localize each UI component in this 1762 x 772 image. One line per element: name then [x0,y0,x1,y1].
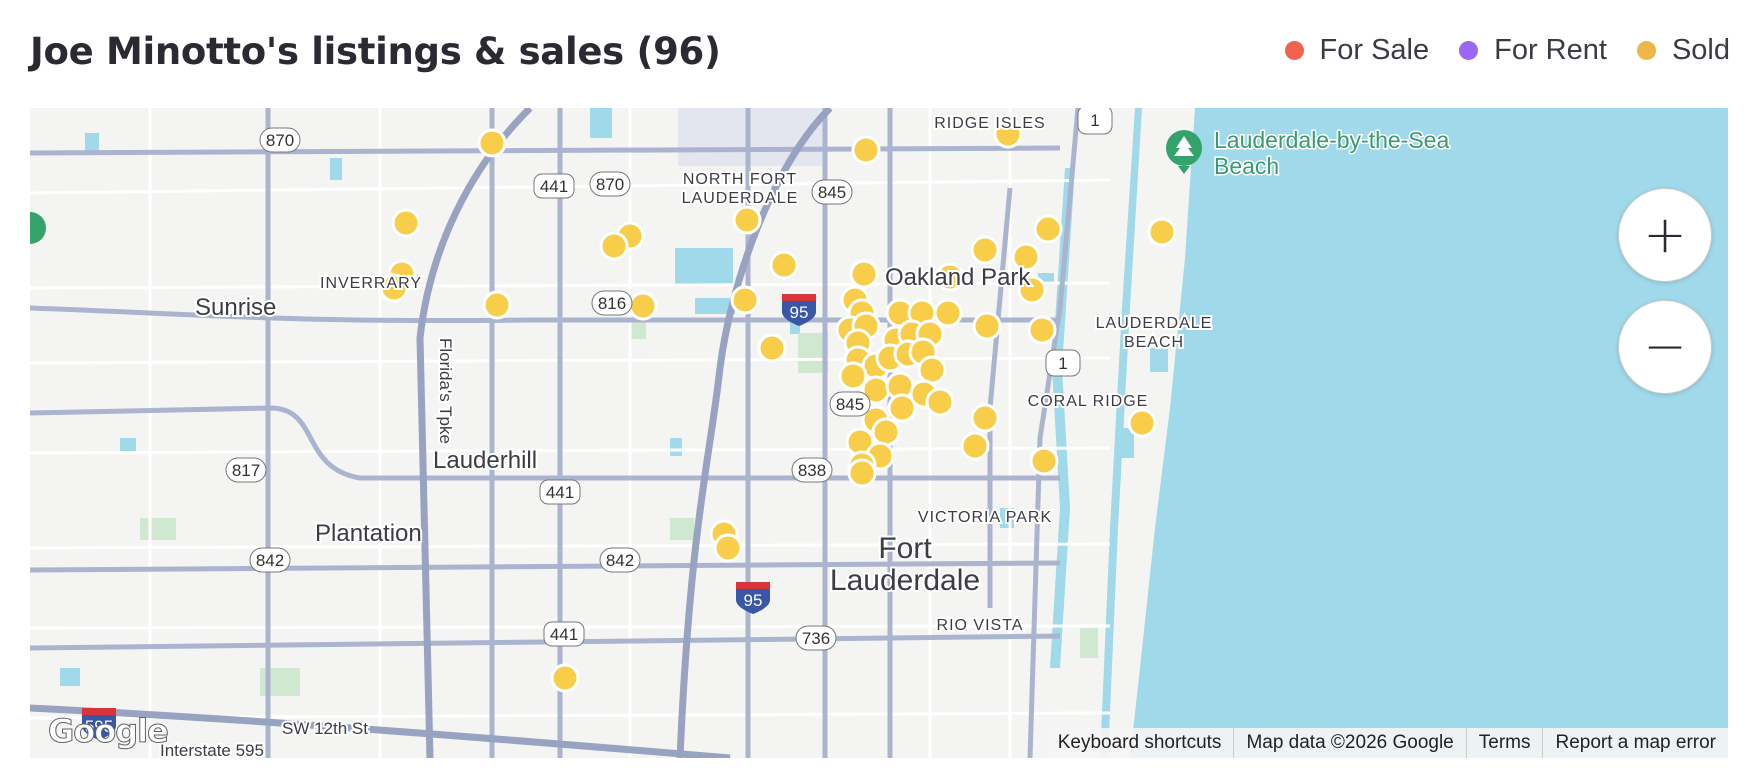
map-canvas[interactable]: 870 441 870 845 1 816 95 1 845 838 817 4… [30,108,1728,758]
svg-text:RIDGE ISLES: RIDGE ISLES [934,115,1045,132]
keyboard-shortcuts-link[interactable]: Keyboard shortcuts [1046,728,1235,758]
ocean [1130,108,1728,758]
legend-label: For Rent [1494,34,1607,66]
svg-text:842: 842 [606,551,634,570]
svg-text:1: 1 [1090,111,1099,130]
legend-label: For Sale [1319,34,1430,66]
report-error-link[interactable]: Report a map error [1555,732,1716,753]
svg-text:BEACH: BEACH [1124,334,1184,351]
svg-text:Lauderhill: Lauderhill [433,447,537,474]
svg-text:Fort: Fort [878,532,932,565]
svg-text:INVERRARY: INVERRARY [320,275,422,292]
tree-pin-icon [1166,130,1202,174]
svg-text:816: 816 [598,294,626,313]
map-attribution: Keyboard shortcuts Map data ©2026 Google… [1045,728,1728,758]
page-title: Joe Minotto's listings & sales (96) [30,30,721,73]
svg-text:736: 736 [802,629,830,648]
svg-text:Lauderdale-by-the-Sea: Lauderdale-by-the-Sea [1214,127,1449,153]
page-header: Joe Minotto's listings & sales (96) For … [30,24,1730,80]
svg-text:95: 95 [744,591,763,610]
svg-text:SW 12th St: SW 12th St [282,719,368,738]
svg-text:838: 838 [798,461,826,480]
for-sale-dot-icon [1284,41,1304,60]
legend-item-for-sale: For Sale [1284,34,1430,67]
svg-text:Plantation: Plantation [315,520,422,547]
svg-text:817: 817 [232,461,260,480]
svg-text:Interstate 595: Interstate 595 [160,741,264,758]
plus-icon: + [1643,205,1687,265]
svg-text:870: 870 [266,131,294,150]
svg-text:842: 842 [256,551,284,570]
svg-text:845: 845 [818,183,846,202]
legend-item-for-rent: For Rent [1459,34,1607,67]
terms-link[interactable]: Terms [1467,728,1544,758]
sold-markers [379,119,1177,693]
map-base: 870 441 870 845 1 816 95 1 845 838 817 4… [30,108,1728,758]
map-data-text: Map data ©2026 Google [1234,728,1467,758]
svg-text:Oakland Park: Oakland Park [885,264,1031,291]
zoom-in-button[interactable]: + [1618,188,1712,282]
svg-text:1: 1 [1058,354,1067,373]
svg-text:CORAL: CORAL [960,108,1020,110]
svg-text:LAUDERDALE: LAUDERDALE [682,190,799,207]
svg-text:441: 441 [550,625,578,644]
legend-label: Sold [1671,34,1730,66]
svg-text:Lauderdale: Lauderdale [830,564,980,597]
svg-text:Florida's Tpke: Florida's Tpke [436,338,455,444]
sold-dot-icon [1636,41,1656,60]
svg-text:LAUDERDALE: LAUDERDALE [1096,315,1213,332]
svg-text:441: 441 [540,177,568,196]
minus-icon: − [1643,317,1687,377]
svg-text:441: 441 [546,483,574,502]
map-legend: For Sale For Rent Sold [1284,34,1730,67]
svg-text:870: 870 [596,175,624,194]
svg-text:95: 95 [790,303,809,322]
svg-text:Sunrise: Sunrise [195,294,276,321]
google-logo: Google [48,712,170,751]
svg-text:845: 845 [836,395,864,414]
svg-text:595: 595 [85,717,113,736]
svg-text:VICTORIA PARK: VICTORIA PARK [918,509,1052,526]
svg-text:RIO VISTA: RIO VISTA [937,617,1024,634]
svg-text:Beach: Beach [1214,153,1279,179]
legend-item-sold: Sold [1636,34,1730,67]
for-rent-dot-icon [1459,41,1479,60]
svg-text:NORTH FORT: NORTH FORT [683,171,797,188]
zoom-out-button[interactable]: − [1618,300,1712,394]
svg-text:CORAL RIDGE: CORAL RIDGE [1028,393,1149,410]
